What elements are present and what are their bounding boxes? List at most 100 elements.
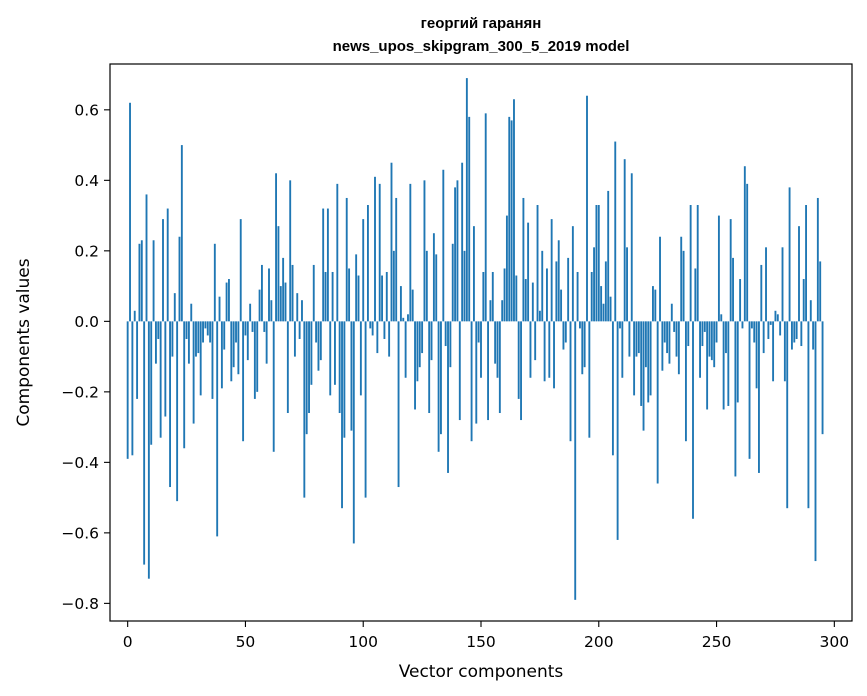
bar bbox=[647, 321, 650, 403]
bar bbox=[748, 321, 751, 459]
bar bbox=[595, 205, 598, 322]
bar bbox=[675, 321, 678, 357]
bar bbox=[776, 314, 779, 322]
bar bbox=[451, 243, 454, 322]
bar bbox=[289, 180, 292, 322]
bar bbox=[154, 321, 157, 364]
bar bbox=[350, 321, 353, 431]
bar bbox=[277, 226, 280, 322]
bar bbox=[564, 321, 567, 343]
x-axis-label: Vector components bbox=[399, 662, 564, 682]
bar bbox=[376, 321, 379, 354]
plot-frame bbox=[109, 63, 853, 622]
bar bbox=[505, 215, 508, 322]
bar bbox=[152, 240, 155, 322]
bar bbox=[338, 321, 341, 414]
bar bbox=[305, 321, 308, 435]
bar bbox=[684, 321, 687, 442]
bar bbox=[312, 264, 315, 322]
bar bbox=[701, 321, 704, 347]
bar bbox=[258, 289, 261, 322]
bar bbox=[183, 321, 186, 449]
bar bbox=[399, 286, 402, 322]
bar bbox=[753, 321, 756, 343]
bar bbox=[788, 187, 791, 322]
bar bbox=[472, 226, 475, 322]
bar bbox=[176, 321, 179, 502]
bar bbox=[640, 321, 643, 406]
bar bbox=[654, 289, 657, 322]
bar bbox=[237, 321, 240, 375]
bar bbox=[696, 205, 699, 322]
y-tick-label: 0.4 bbox=[74, 172, 99, 190]
bar bbox=[310, 321, 313, 385]
bar bbox=[409, 183, 412, 322]
bar bbox=[284, 282, 287, 322]
bar bbox=[371, 321, 374, 336]
bar bbox=[286, 321, 289, 414]
bar bbox=[432, 233, 435, 322]
bar bbox=[383, 321, 386, 339]
bar bbox=[357, 275, 360, 322]
x-tick-label: 100 bbox=[348, 633, 378, 651]
bar bbox=[223, 321, 226, 350]
bar bbox=[715, 321, 718, 343]
bar bbox=[275, 173, 277, 322]
bar bbox=[265, 321, 268, 364]
bar bbox=[145, 194, 148, 322]
bar bbox=[235, 321, 237, 343]
bar bbox=[331, 271, 334, 322]
bar bbox=[628, 321, 631, 357]
x-tick-label: 200 bbox=[584, 633, 614, 651]
chart-title: георгий гаранян bbox=[421, 15, 542, 32]
bar bbox=[435, 254, 438, 322]
bar bbox=[494, 321, 497, 364]
bar bbox=[769, 321, 772, 325]
bar bbox=[550, 219, 553, 322]
bar bbox=[423, 180, 426, 322]
bar bbox=[159, 321, 162, 438]
bar bbox=[270, 300, 273, 322]
bar bbox=[440, 321, 442, 435]
bar bbox=[366, 205, 369, 322]
bar bbox=[571, 226, 574, 322]
bar bbox=[774, 310, 777, 322]
bar bbox=[218, 296, 221, 322]
bar bbox=[211, 321, 214, 399]
bar bbox=[805, 205, 807, 322]
bar bbox=[143, 321, 146, 565]
bar bbox=[190, 303, 193, 322]
bar bbox=[732, 257, 734, 322]
bar bbox=[536, 205, 539, 322]
bar bbox=[583, 321, 586, 368]
bar bbox=[677, 321, 680, 375]
bar bbox=[487, 321, 489, 421]
bar bbox=[670, 303, 673, 322]
bar bbox=[326, 208, 329, 322]
bar bbox=[362, 219, 365, 322]
y-tick-label: 0.0 bbox=[74, 313, 99, 331]
bar bbox=[404, 321, 407, 378]
bar bbox=[611, 321, 614, 456]
bar bbox=[133, 310, 136, 322]
bar bbox=[710, 321, 713, 361]
bar bbox=[673, 321, 676, 332]
bar bbox=[444, 321, 447, 347]
bar bbox=[192, 321, 195, 424]
bar bbox=[555, 261, 558, 322]
bar bbox=[616, 321, 619, 540]
bar bbox=[355, 254, 358, 322]
bar bbox=[713, 321, 716, 368]
bar bbox=[739, 279, 742, 322]
bar bbox=[232, 321, 235, 368]
bar bbox=[470, 321, 473, 442]
bar bbox=[293, 321, 296, 357]
bar bbox=[527, 222, 530, 322]
bar bbox=[562, 321, 565, 350]
bar bbox=[303, 321, 306, 498]
bar bbox=[465, 78, 468, 322]
bar bbox=[522, 197, 525, 322]
bar bbox=[484, 113, 487, 322]
bar bbox=[475, 321, 478, 424]
